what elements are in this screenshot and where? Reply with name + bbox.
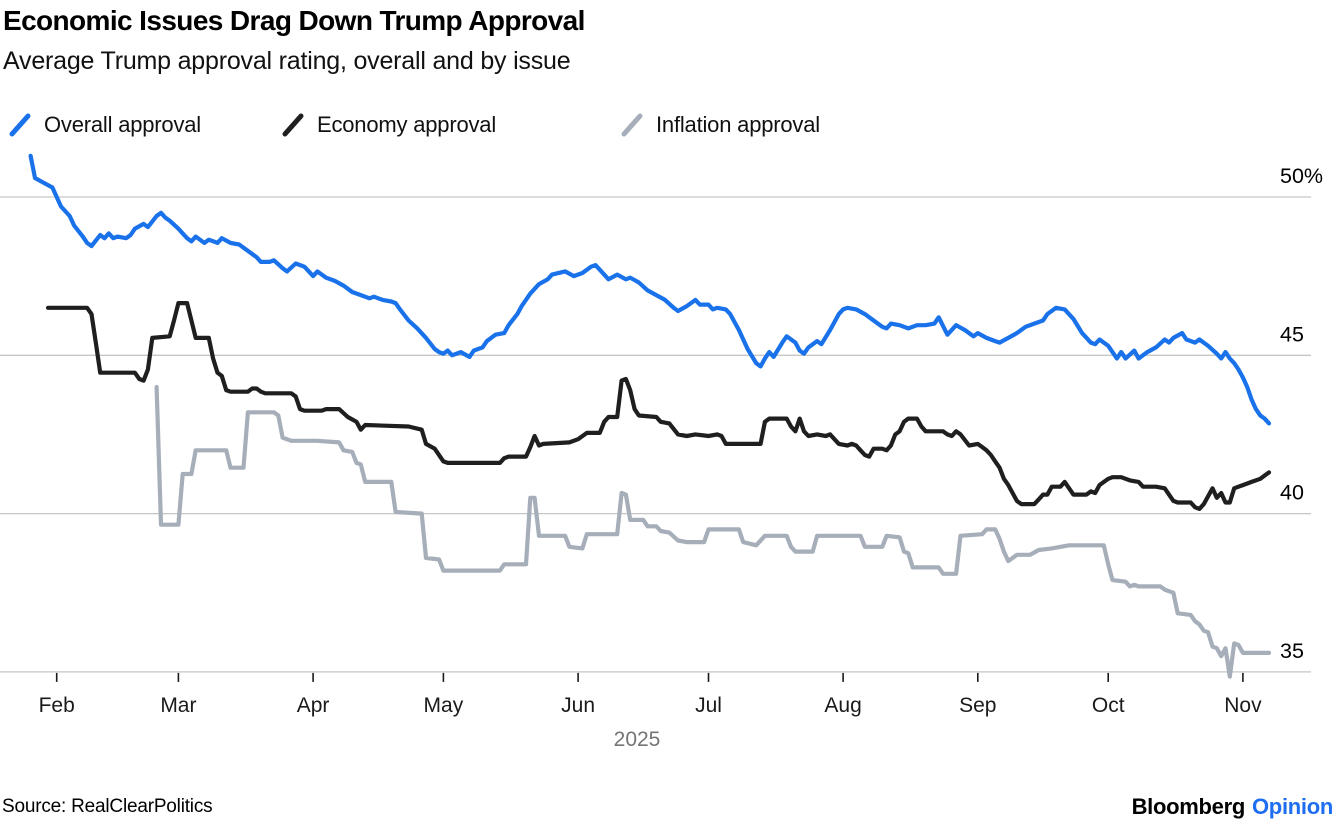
bloomberg-opinion-wordmark: Bloomberg Opinion [1131,794,1334,820]
series-line-economy-approval [45,301,1272,511]
y-axis-label-35: 35 [1280,639,1304,663]
source-note: Source: RealClearPolitics [2,796,213,817]
x-axis-label-Sep: Sep [959,694,996,717]
legend-label-inflation: Inflation approval [656,112,820,137]
x-axis-label-Oct: Oct [1092,694,1125,717]
legend-item-inflation: Inflation approval [620,110,820,140]
x-axis-label-Jul: Jul [695,694,722,717]
x-axis-label-Apr: Apr [297,694,330,717]
series-line-inflation-approval [154,384,1272,679]
chart-legend: Overall approval Economy approval Inflat… [0,110,1336,140]
legend-item-overall: Overall approval [8,110,201,140]
y-axis-label-50: 50% [1280,164,1323,188]
x-axis-year-label: 2025 [614,728,661,751]
page-title: Economic Issues Drag Down Trump Approval [3,5,585,36]
x-axis-label-Aug: Aug [824,694,861,717]
opinion-logo-text: Opinion [1252,794,1333,819]
legend-label-economy: Economy approval [317,112,497,137]
x-axis-label-Jun: Jun [561,694,595,717]
overall-slash-icon [9,113,31,137]
legend-label-overall: Overall approval [44,112,201,137]
bloomberg-logo-text: Bloomberg [1131,794,1246,819]
x-axis-label-Mar: Mar [160,694,196,717]
economy-slash-icon [282,113,304,137]
x-axis-label-May: May [424,694,464,717]
series-line-overall-approval [28,153,1272,426]
y-axis-label-45: 45 [1280,322,1304,346]
inflation-slash-icon [621,113,643,137]
x-axis-label-Feb: Feb [39,694,75,717]
y-axis-label-40: 40 [1280,481,1304,505]
legend-item-economy: Economy approval [281,110,496,140]
page-subtitle: Average Trump approval rating, overall a… [3,47,571,75]
x-axis-label-Nov: Nov [1224,694,1262,717]
